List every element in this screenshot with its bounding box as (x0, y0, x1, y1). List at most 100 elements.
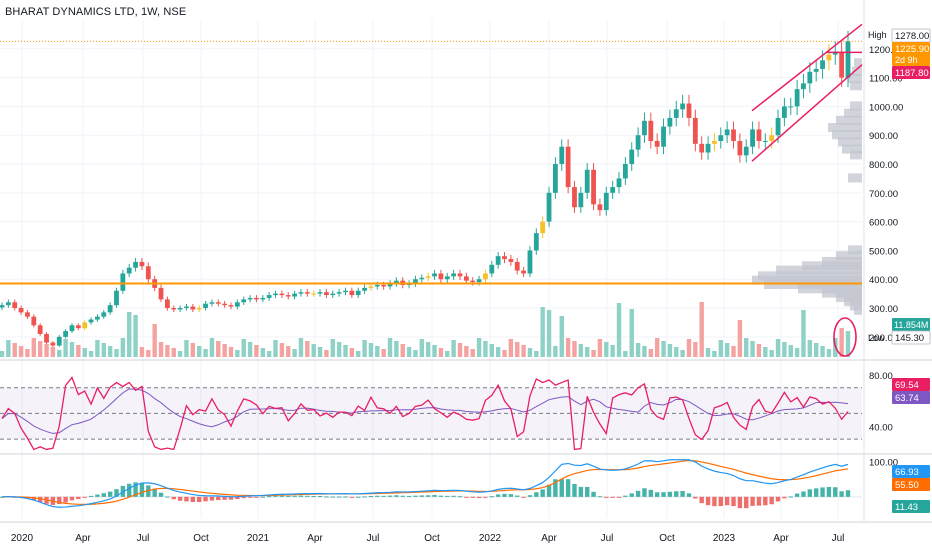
volume-bar (305, 341, 310, 357)
candle-body (807, 71, 813, 84)
macd-histogram-bar (502, 493, 507, 497)
macd-histogram-bar (820, 487, 825, 497)
macd-histogram-bar (623, 495, 628, 497)
volume-bar (635, 343, 641, 357)
macd-histogram-bar (445, 495, 450, 497)
volume-bar (483, 341, 488, 357)
candle-body (712, 140, 717, 144)
candle-body (196, 308, 202, 310)
macd-histogram-bar (127, 483, 132, 497)
macd-histogram-bar (88, 495, 94, 497)
volume-bar (127, 312, 132, 357)
candle-body (25, 312, 30, 317)
candle-body (266, 295, 272, 298)
candle-body (184, 306, 189, 309)
candle-body (826, 54, 832, 61)
macd-histogram-bar (247, 496, 253, 498)
price-axis-tick-label: 500.00 (869, 246, 898, 257)
macd-histogram-bar (629, 493, 634, 497)
candle-body (832, 51, 838, 55)
volume-bar (222, 344, 227, 357)
macd-histogram-bar (801, 491, 806, 497)
volume-bar (419, 339, 425, 357)
volume-profile-bar (850, 101, 862, 111)
volume-value-box (892, 318, 930, 331)
candle-body (533, 233, 539, 251)
volume-bar (801, 310, 806, 357)
candle-body (139, 261, 145, 267)
candle-body (37, 325, 43, 334)
volume-bar (820, 346, 825, 357)
volume-bar (667, 344, 673, 357)
time-axis-tick-label: Jul (832, 533, 845, 544)
time-axis-tick-label: Apr (307, 533, 323, 544)
macd-histogram-bar (724, 496, 730, 506)
candle-body (145, 266, 151, 280)
rsi-line (1, 376, 849, 451)
macd-histogram-bar (661, 492, 666, 497)
last-price-box (892, 42, 930, 66)
volume-bar (18, 346, 24, 357)
volume-bar (101, 343, 106, 357)
macd-histogram-bar (718, 496, 723, 507)
volume-bar (44, 344, 49, 357)
macd-histogram-bar (540, 489, 545, 497)
macd-histogram-bar (527, 495, 533, 497)
volume-bar (718, 340, 723, 357)
candle-body (591, 169, 596, 205)
time-axis-tick-label: Apr (773, 533, 789, 544)
macd-histogram-bar (788, 496, 793, 498)
candle-body (349, 290, 355, 296)
candle-body (794, 89, 800, 107)
candle-body (654, 140, 660, 147)
candle-body (381, 284, 387, 287)
signal-value-box (892, 478, 930, 491)
time-axis-tick-label: Oct (193, 533, 209, 544)
macd-histogram-bar (712, 496, 717, 507)
volume-bar (349, 348, 355, 357)
volume-bar (476, 338, 482, 357)
volume-bar (88, 351, 94, 357)
candle-body (705, 143, 711, 153)
macd-histogram-bar (196, 496, 202, 503)
candle-body (298, 292, 304, 294)
macd-histogram-bar (667, 491, 673, 497)
volume-bar (425, 342, 431, 357)
time-axis-tick-label: Jul (601, 533, 614, 544)
volume-bar (209, 338, 215, 357)
volume-bar (470, 349, 475, 357)
candle-body (603, 192, 609, 211)
volume-bar (298, 338, 304, 357)
candle-body (0, 305, 5, 308)
volume-bar (324, 350, 329, 357)
macd-histogram-bar (273, 495, 278, 497)
volume-bar (260, 348, 265, 357)
volume-bar (674, 347, 679, 357)
candle-body (254, 297, 259, 300)
candle-body (56, 336, 62, 346)
volume-bar (438, 348, 444, 357)
macd-histogram-bar (553, 479, 558, 497)
candle-body (750, 129, 755, 147)
candle-body (279, 293, 285, 296)
volume-bar (203, 349, 208, 357)
rsi-layer (0, 376, 862, 451)
volume-bar (826, 349, 832, 357)
price-axis-tick-label: 1000.00 (869, 102, 903, 113)
macd-histogram-bar (693, 496, 698, 499)
macd-layer (0, 459, 862, 509)
candle-body (215, 302, 221, 304)
volume-bar (515, 342, 520, 357)
macd-histogram-bar (635, 490, 641, 497)
candle-body (731, 129, 736, 141)
candle-body (584, 169, 590, 193)
macd-histogram-bar (489, 496, 494, 498)
volume-bar (69, 342, 75, 357)
candle-body (374, 284, 380, 287)
candle-body (95, 316, 100, 320)
macd-histogram-bar (680, 490, 685, 497)
candle-body (18, 308, 24, 313)
macd-histogram-bar (425, 495, 431, 497)
